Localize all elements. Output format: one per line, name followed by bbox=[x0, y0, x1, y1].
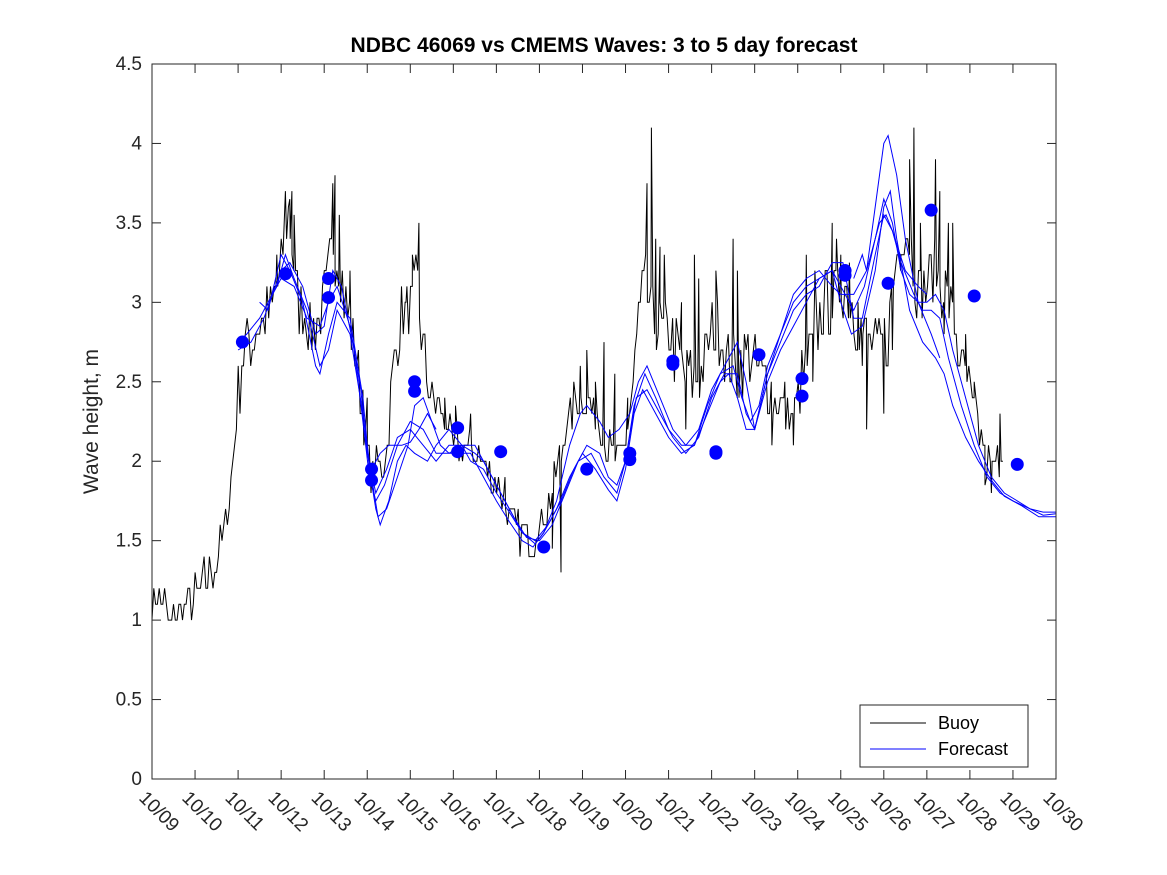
x-tick-label: 10/15 bbox=[393, 788, 441, 836]
forecast-marker bbox=[537, 540, 551, 554]
axis-ticks bbox=[151, 63, 1057, 780]
x-tick-label: 10/12 bbox=[264, 788, 312, 836]
x-tick-label: 10/09 bbox=[134, 788, 182, 836]
y-axis-label: Wave height, m bbox=[80, 349, 103, 494]
forecast-marker bbox=[365, 462, 379, 476]
x-tick-label: 10/28 bbox=[952, 788, 1000, 836]
forecast-marker bbox=[666, 357, 680, 371]
forecast-marker bbox=[408, 375, 422, 389]
x-tick-label: 10/11 bbox=[221, 788, 268, 835]
forecast-marker bbox=[451, 421, 465, 435]
x-tick-label: 10/18 bbox=[522, 788, 570, 836]
legend: Buoy Forecast bbox=[859, 704, 1029, 768]
forecast-marker bbox=[278, 267, 292, 281]
y-tick-labels: 0 0.5 1 1.5 2 2.5 3 3.5 4 4.5 bbox=[116, 54, 143, 790]
forecast-marker bbox=[752, 348, 766, 362]
forecast-marker bbox=[881, 276, 895, 290]
y-tick-label: 1 bbox=[131, 610, 142, 631]
forecast-marker bbox=[709, 446, 723, 460]
forecast-line bbox=[371, 412, 437, 470]
y-tick-label: 4 bbox=[131, 133, 142, 154]
forecast-line bbox=[259, 189, 1056, 545]
chart-title: NDBC 46069 vs CMEMS Waves: 3 to 5 day fo… bbox=[351, 34, 858, 57]
x-tick-label: 10/17 bbox=[479, 788, 527, 836]
plot-frame bbox=[151, 63, 1057, 780]
forecast-marker bbox=[623, 453, 637, 467]
x-tick-label: 10/22 bbox=[694, 788, 742, 836]
forecast-line bbox=[237, 197, 1056, 542]
legend-label-forecast: Forecast bbox=[938, 739, 1008, 759]
y-tick-label: 2.5 bbox=[116, 372, 142, 393]
forecast-marker bbox=[795, 389, 809, 403]
x-tick-labels: 10/0910/1010/1110/1210/1310/1410/1510/16… bbox=[134, 788, 1086, 837]
x-tick-label: 10/19 bbox=[565, 788, 613, 836]
y-tick-label: 4.5 bbox=[116, 54, 142, 75]
legend-label-buoy: Buoy bbox=[938, 713, 979, 733]
buoy-series bbox=[151, 127, 1003, 621]
x-tick-label: 10/25 bbox=[823, 788, 871, 836]
x-tick-label: 10/23 bbox=[737, 788, 785, 836]
y-tick-label: 3 bbox=[131, 292, 142, 313]
forecast-marker bbox=[494, 445, 508, 459]
forecast-markers bbox=[235, 203, 1024, 554]
forecast-marker bbox=[838, 268, 852, 282]
forecast-marker bbox=[235, 335, 249, 349]
x-tick-label: 10/21 bbox=[651, 788, 699, 836]
x-tick-label: 10/29 bbox=[995, 788, 1043, 836]
forecast-marker bbox=[365, 473, 379, 487]
forecast-marker bbox=[1010, 457, 1024, 471]
x-tick-label: 10/16 bbox=[436, 788, 484, 836]
legend-box bbox=[859, 704, 1029, 768]
forecast-series bbox=[237, 134, 1057, 548]
forecast-marker bbox=[795, 372, 809, 386]
x-tick-label: 10/14 bbox=[350, 788, 399, 837]
forecast-line bbox=[853, 134, 941, 359]
forecast-marker bbox=[967, 289, 981, 303]
x-tick-label: 10/24 bbox=[780, 788, 829, 837]
forecast-marker bbox=[408, 384, 422, 398]
y-tick-label: 3.5 bbox=[116, 213, 142, 234]
x-tick-label: 10/26 bbox=[866, 788, 914, 836]
x-tick-label: 10/10 bbox=[178, 788, 226, 836]
y-tick-label: 1.5 bbox=[116, 531, 142, 552]
forecast-marker bbox=[321, 291, 335, 305]
forecast-marker bbox=[580, 462, 594, 476]
x-tick-label: 10/30 bbox=[1038, 788, 1086, 836]
y-tick-label: 0.5 bbox=[116, 690, 142, 711]
y-tick-label: 0 bbox=[131, 769, 142, 790]
forecast-marker bbox=[451, 445, 465, 459]
forecast-marker bbox=[321, 272, 335, 285]
buoy-line bbox=[151, 127, 1003, 621]
x-tick-label: 10/13 bbox=[307, 788, 355, 836]
y-tick-label: 2 bbox=[131, 451, 142, 472]
x-tick-label: 10/20 bbox=[608, 788, 656, 836]
forecast-marker bbox=[924, 203, 938, 217]
x-tick-label: 10/27 bbox=[909, 788, 957, 836]
